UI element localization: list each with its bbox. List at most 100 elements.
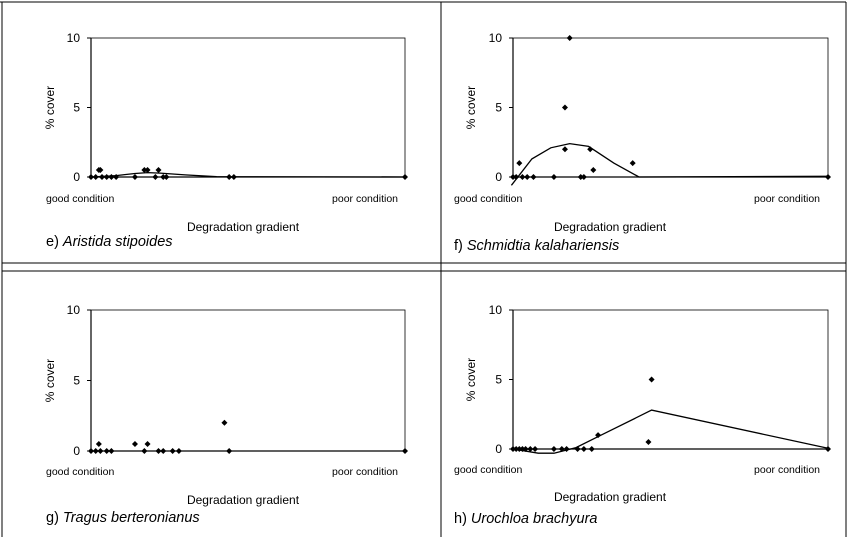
x-end-label: poor condition xyxy=(754,193,820,205)
data-point xyxy=(513,446,520,452)
y-tick-label: 5 xyxy=(73,101,80,115)
data-point xyxy=(527,446,534,452)
data-point xyxy=(825,446,831,452)
data-point xyxy=(226,448,233,454)
x-axis-label: Degradation gradient xyxy=(554,220,667,234)
panel-f: 0 5 10 % cover good condition poor condition D… xyxy=(454,31,831,254)
data-point xyxy=(550,446,557,452)
data-point xyxy=(160,174,167,180)
y-tick-label: 10 xyxy=(67,31,81,45)
panel-letter: e) xyxy=(46,234,63,250)
y-tick-label: 5 xyxy=(73,374,80,388)
data-point xyxy=(530,174,537,180)
data-point xyxy=(141,167,148,174)
y-tick-label: 0 xyxy=(73,444,80,458)
data-point xyxy=(550,174,557,180)
data-point xyxy=(221,419,228,426)
data-point xyxy=(160,448,167,454)
data-point xyxy=(98,174,105,180)
data-point xyxy=(590,167,597,174)
data-point xyxy=(144,167,151,174)
y-axis-label: % cover xyxy=(464,358,478,401)
y-axis-label: % cover xyxy=(464,86,478,129)
data-point xyxy=(103,448,110,454)
data-point xyxy=(175,448,182,454)
plot-area-frame xyxy=(90,37,406,178)
data-point xyxy=(141,448,148,454)
y-tick-label: 10 xyxy=(67,303,81,317)
data-point xyxy=(577,174,584,180)
data-point xyxy=(574,446,581,452)
data-point xyxy=(532,446,539,452)
data-point xyxy=(92,174,99,180)
data-point xyxy=(226,174,233,180)
x-start-label: good condition xyxy=(454,193,522,205)
data-point xyxy=(230,174,237,180)
x-end-label: poor condition xyxy=(754,464,820,476)
data-point xyxy=(580,174,587,180)
panel-caption: f) Schmidtia kalahariensis xyxy=(454,238,619,254)
x-end-label: poor condition xyxy=(332,466,398,478)
species-name: Tragus berteronianus xyxy=(63,510,200,526)
data-point xyxy=(108,174,115,180)
y-tick-label: 10 xyxy=(489,303,503,317)
y-tick-label: 0 xyxy=(73,170,80,184)
data-point xyxy=(587,146,594,153)
x-start-label: good condition xyxy=(454,464,522,476)
trend-line xyxy=(510,142,829,186)
data-point xyxy=(97,167,104,174)
data-point xyxy=(566,35,573,41)
data-point xyxy=(131,440,138,447)
data-point xyxy=(402,448,408,454)
data-point xyxy=(97,448,104,454)
panel-h: 0 5 10 % cover good condition poor condition D… xyxy=(454,303,831,527)
data-point xyxy=(131,174,138,180)
data-point xyxy=(92,448,99,454)
trend-line xyxy=(512,409,829,454)
data-point xyxy=(516,160,523,167)
data-point xyxy=(519,174,526,180)
data-point xyxy=(88,448,94,454)
panel-g: 0 5 10 % cover good condition poor condition D… xyxy=(43,303,408,526)
data-point xyxy=(629,160,636,167)
trend-line xyxy=(90,171,406,178)
x-axis-label: Degradation gradient xyxy=(554,490,667,504)
panel-caption: h) Urochloa brachyura xyxy=(454,511,597,527)
y-axis-label: % cover xyxy=(43,86,57,129)
y-tick-label: 0 xyxy=(495,442,502,456)
data-point xyxy=(524,174,531,180)
data-point xyxy=(144,440,151,447)
panel-caption: e) Aristida stipoides xyxy=(46,234,173,250)
panel-e: 0 5 10 % cover good condition poor condition D… xyxy=(43,31,408,250)
data-point xyxy=(580,446,587,452)
species-name: Schmidtia kalahariensis xyxy=(467,238,619,254)
data-point xyxy=(169,448,176,454)
data-point xyxy=(522,446,529,452)
data-point xyxy=(595,432,602,439)
data-point xyxy=(88,174,94,180)
data-point xyxy=(155,448,162,454)
panel-letter: h) xyxy=(454,511,471,527)
data-point xyxy=(402,174,408,180)
data-point xyxy=(519,446,526,452)
data-point xyxy=(588,446,595,452)
panel-caption: g) Tragus berteronianus xyxy=(46,510,200,526)
panel-letter: f) xyxy=(454,238,467,254)
data-point xyxy=(558,446,565,452)
panel-letter: g) xyxy=(46,510,63,526)
data-point xyxy=(103,174,110,180)
data-point xyxy=(825,174,831,180)
x-start-label: good condition xyxy=(46,193,114,205)
data-point xyxy=(152,174,159,180)
data-point xyxy=(561,146,568,153)
data-point xyxy=(113,174,120,180)
x-axis-label: Degradation gradient xyxy=(187,493,300,507)
species-name: Urochloa brachyura xyxy=(471,511,598,527)
data-point xyxy=(513,174,520,180)
species-name: Aristida stipoides xyxy=(62,234,173,250)
data-point xyxy=(561,104,568,111)
plot-area-frame xyxy=(90,309,406,452)
data-point xyxy=(563,446,570,452)
data-point xyxy=(648,376,655,383)
